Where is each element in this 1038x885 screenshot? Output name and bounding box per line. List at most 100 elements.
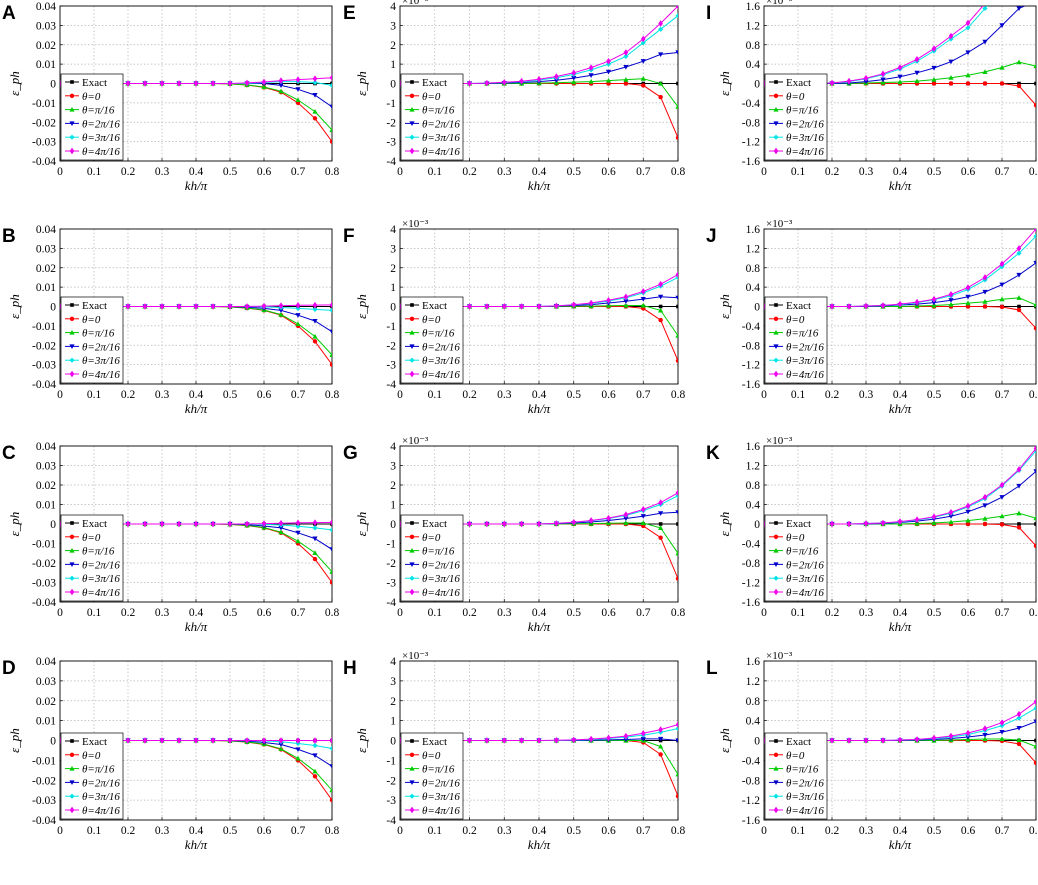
data-point — [965, 729, 971, 737]
y-tick-label: 1.6 — [746, 656, 761, 668]
data-point — [999, 64, 1005, 70]
data-point — [295, 519, 301, 527]
data-point — [846, 520, 852, 528]
legend-box — [400, 73, 464, 161]
data-point — [965, 502, 971, 510]
data-point — [1033, 103, 1036, 108]
legend-marker — [69, 575, 75, 581]
y-tick-label: -3 — [386, 137, 396, 149]
legend-marker — [774, 521, 778, 525]
legend-entry: θ=2π/16 — [422, 341, 460, 353]
data-point — [982, 736, 988, 742]
data-point — [467, 303, 472, 310]
y-tick-label: 0.01 — [36, 59, 56, 71]
x-axis-label: kh/π — [185, 619, 208, 634]
data-point — [210, 737, 216, 744]
data-point — [606, 297, 611, 304]
x-tick-label: 0.4 — [189, 166, 204, 178]
x-tick-label: 0.5 — [567, 607, 582, 619]
x-tick-label: 0.4 — [189, 825, 204, 837]
data-point — [125, 80, 131, 87]
y-axis-label: ε_ph — [354, 71, 369, 96]
data-point — [675, 550, 678, 556]
legend-entry: θ=4π/16 — [422, 805, 460, 817]
data-point — [467, 520, 472, 528]
data-point — [982, 304, 988, 309]
legend-box — [60, 514, 124, 602]
data-point — [519, 77, 524, 85]
y-tick-label: 0.03 — [36, 676, 56, 688]
legend-entry: θ=0 — [422, 750, 441, 762]
data-point — [312, 536, 318, 542]
legend: Exact θ=0 θ=π/16θ=2π/16 θ=3π/16 θ=4π/16 — [60, 732, 124, 820]
legend-box — [764, 73, 828, 161]
legend-marker — [773, 548, 779, 553]
x-tick-label: 0.7 — [291, 389, 306, 401]
data-point — [658, 511, 664, 516]
data-point — [588, 299, 594, 307]
legend-entry: Exact — [422, 736, 447, 748]
x-tick-label: 0.6 — [961, 607, 976, 619]
y-tick-label: 0.4 — [746, 500, 761, 512]
legend-entry: Exact — [82, 300, 107, 312]
data-point — [658, 726, 663, 733]
legend-marker — [409, 134, 415, 140]
legend-entry: θ=0 — [786, 532, 805, 544]
x-tick-label: 0.6 — [601, 825, 616, 837]
data-point — [931, 77, 937, 82]
data-point — [623, 520, 629, 526]
data-point — [1033, 326, 1036, 331]
data-point — [278, 737, 284, 744]
legend: Exact θ=0 θ=π/16θ=2π/16 θ=3π/16 θ=4π/16 — [60, 296, 124, 384]
legend-entry: θ=2π/16 — [422, 559, 460, 571]
data-point — [1033, 229, 1036, 233]
data-point — [948, 298, 954, 303]
data-point — [675, 725, 678, 732]
y-tick-label: -0.02 — [32, 558, 56, 570]
x-axis-label: kh/π — [889, 837, 912, 852]
x-tick-label: 0.6 — [961, 825, 976, 837]
legend-entry: Exact — [786, 77, 811, 89]
data-point — [278, 742, 284, 748]
x-tick-label: 0.3 — [155, 389, 170, 401]
x-tick-label: 0.1 — [87, 389, 102, 401]
y-tick-label: -0.01 — [32, 539, 56, 551]
data-point — [484, 737, 490, 744]
y-tick-label: 0.04 — [36, 224, 56, 236]
legend-marker — [69, 548, 75, 553]
data-point — [675, 489, 678, 497]
data-point — [999, 296, 1005, 302]
panel-label: I — [706, 3, 711, 24]
y-tick-label: 0.02 — [36, 40, 56, 52]
data-point — [329, 301, 332, 309]
data-point — [312, 339, 318, 344]
legend-marker — [409, 147, 415, 155]
x-tick-label: 0.4 — [893, 166, 908, 178]
y-tick-label: -0.8 — [742, 775, 760, 787]
data-point — [159, 303, 165, 310]
legend-marker — [773, 534, 779, 539]
x-tick-label: 0.6 — [601, 607, 616, 619]
y-tick-label: 1 — [390, 282, 396, 294]
legend-marker — [773, 147, 779, 155]
data-point — [931, 81, 937, 86]
data-point — [931, 300, 937, 306]
legend-marker — [773, 780, 779, 785]
data-point — [210, 80, 216, 87]
x-tick-label: 0.2 — [121, 607, 136, 619]
x-tick-label: 0.3 — [155, 607, 170, 619]
legend-marker — [69, 588, 75, 596]
x-tick-label: 0.4 — [532, 166, 547, 178]
y-scale-exponent: ×10⁻³ — [402, 0, 429, 7]
data-point — [193, 80, 199, 87]
x-tick-label: 0.3 — [859, 825, 874, 837]
data-point — [606, 57, 611, 65]
x-tick-label: 0.4 — [532, 825, 547, 837]
legend-entry: θ=π/16 — [422, 328, 455, 340]
data-point — [1016, 466, 1022, 473]
data-point — [1033, 543, 1036, 549]
x-tick-label: 0.5 — [223, 389, 238, 401]
legend-marker — [70, 303, 74, 307]
